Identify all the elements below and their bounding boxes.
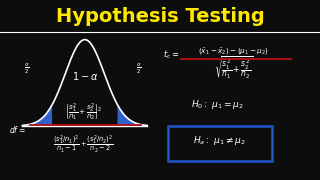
Text: $\frac{\alpha}{2}$: $\frac{\alpha}{2}$ bbox=[136, 61, 142, 76]
Text: $t_c =$: $t_c =$ bbox=[163, 49, 180, 61]
Text: $\sqrt{\dfrac{s_1^2}{n_1}+\dfrac{s_2^2}{n_2}}$: $\sqrt{\dfrac{s_1^2}{n_1}+\dfrac{s_2^2}{… bbox=[214, 55, 253, 81]
Text: $H_a:\ \mu_1 \neq \mu_2$: $H_a:\ \mu_1 \neq \mu_2$ bbox=[193, 134, 245, 147]
Text: $\dfrac{(s_1^2/n_1)^2}{n_1-1}+\dfrac{(s_1^2/n_2)^2}{n_2-2}$: $\dfrac{(s_1^2/n_1)^2}{n_1-1}+\dfrac{(s_… bbox=[53, 133, 114, 155]
Text: $(\bar{x}_1-\bar{x}_2)-(\mu_1-\mu_2)$: $(\bar{x}_1-\bar{x}_2)-(\mu_1-\mu_2)$ bbox=[198, 46, 269, 57]
Text: $\left[\dfrac{s_1^2}{n_1}+\dfrac{s_2^2}{n_2}\right]^{\!2}$: $\left[\dfrac{s_1^2}{n_1}+\dfrac{s_2^2}{… bbox=[65, 101, 102, 122]
Text: $df=$: $df=$ bbox=[9, 124, 26, 135]
Text: $\frac{\alpha}{2}$: $\frac{\alpha}{2}$ bbox=[24, 61, 30, 76]
Polygon shape bbox=[118, 106, 147, 126]
Text: $H_0:\ \mu_1 = \mu_2$: $H_0:\ \mu_1 = \mu_2$ bbox=[191, 98, 244, 111]
Text: Hypothesis Testing: Hypothesis Testing bbox=[56, 7, 264, 26]
Polygon shape bbox=[22, 106, 52, 126]
Text: $1-\alpha$: $1-\alpha$ bbox=[72, 70, 98, 82]
